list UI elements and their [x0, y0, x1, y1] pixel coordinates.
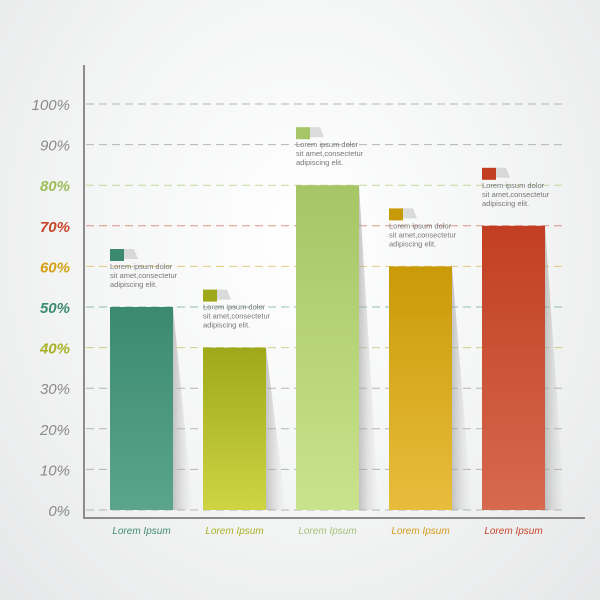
note-shadow [215, 289, 231, 300]
bar-shadow [452, 266, 472, 510]
y-tick-label: 90% [40, 138, 70, 155]
annotation-text: sit amet,consectetur [110, 271, 178, 280]
annotation-text: sit amet,consectetur [389, 230, 457, 239]
annotation-text: sit amet,consectetur [296, 149, 364, 158]
annotation-text: adipiscing elit. [482, 199, 529, 208]
annotation-text: Lorem ipsum dolor [389, 221, 452, 230]
y-tick-label: 30% [40, 381, 70, 398]
bar [296, 185, 359, 510]
y-tick-label: 60% [40, 259, 70, 276]
bar [389, 266, 452, 510]
note-square-icon [110, 249, 124, 261]
bar-shadow [266, 347, 286, 510]
note-square-icon [482, 167, 496, 180]
y-tick-label: 20% [39, 422, 70, 439]
y-tick-label: 70% [40, 219, 70, 236]
x-category-label: Lorem Ipsum [484, 526, 542, 537]
note-shadow [308, 127, 324, 138]
bar-shadow [359, 185, 379, 510]
bar [203, 347, 266, 510]
note-shadow [122, 249, 138, 259]
note-square-icon [203, 289, 217, 302]
bar [482, 225, 545, 511]
y-tick-label: 80% [40, 178, 70, 195]
annotation-text: Lorem ipsum dolor [203, 303, 266, 312]
annotation-text: adipiscing elit. [389, 239, 436, 248]
annotation-text: Lorem ipsum dolor [482, 181, 545, 190]
annotation-text: Lorem ipsum dolor [296, 140, 359, 149]
y-tick-label: 10% [40, 462, 70, 479]
x-category-label: Lorem Ipsum [112, 526, 170, 537]
x-category-label: Lorem Ipsum [205, 526, 263, 537]
bar-shadow [173, 307, 193, 510]
note-shadow [494, 167, 510, 178]
note-square-icon [389, 208, 403, 221]
annotation-text: Lorem ipsum dolor [110, 262, 173, 271]
x-category-label: Lorem Ipsum [298, 526, 356, 537]
bar [110, 307, 173, 510]
annotation-text: sit amet,consectetur [203, 312, 271, 321]
x-category-label: Lorem Ipsum [391, 526, 449, 537]
annotation-text: adipiscing elit. [110, 280, 157, 289]
y-tick-label: 100% [32, 97, 70, 114]
y-tick-label: 40% [39, 341, 70, 358]
note-square-icon [296, 127, 310, 140]
note-shadow [401, 208, 417, 219]
annotation-text: adipiscing elit. [296, 158, 343, 167]
bar-shadow [545, 225, 565, 511]
annotation-text: adipiscing elit. [203, 321, 250, 330]
y-tick-label: 0% [48, 503, 70, 520]
y-tick-label: 50% [40, 300, 70, 317]
annotation-text: sit amet,consectetur [482, 190, 550, 199]
